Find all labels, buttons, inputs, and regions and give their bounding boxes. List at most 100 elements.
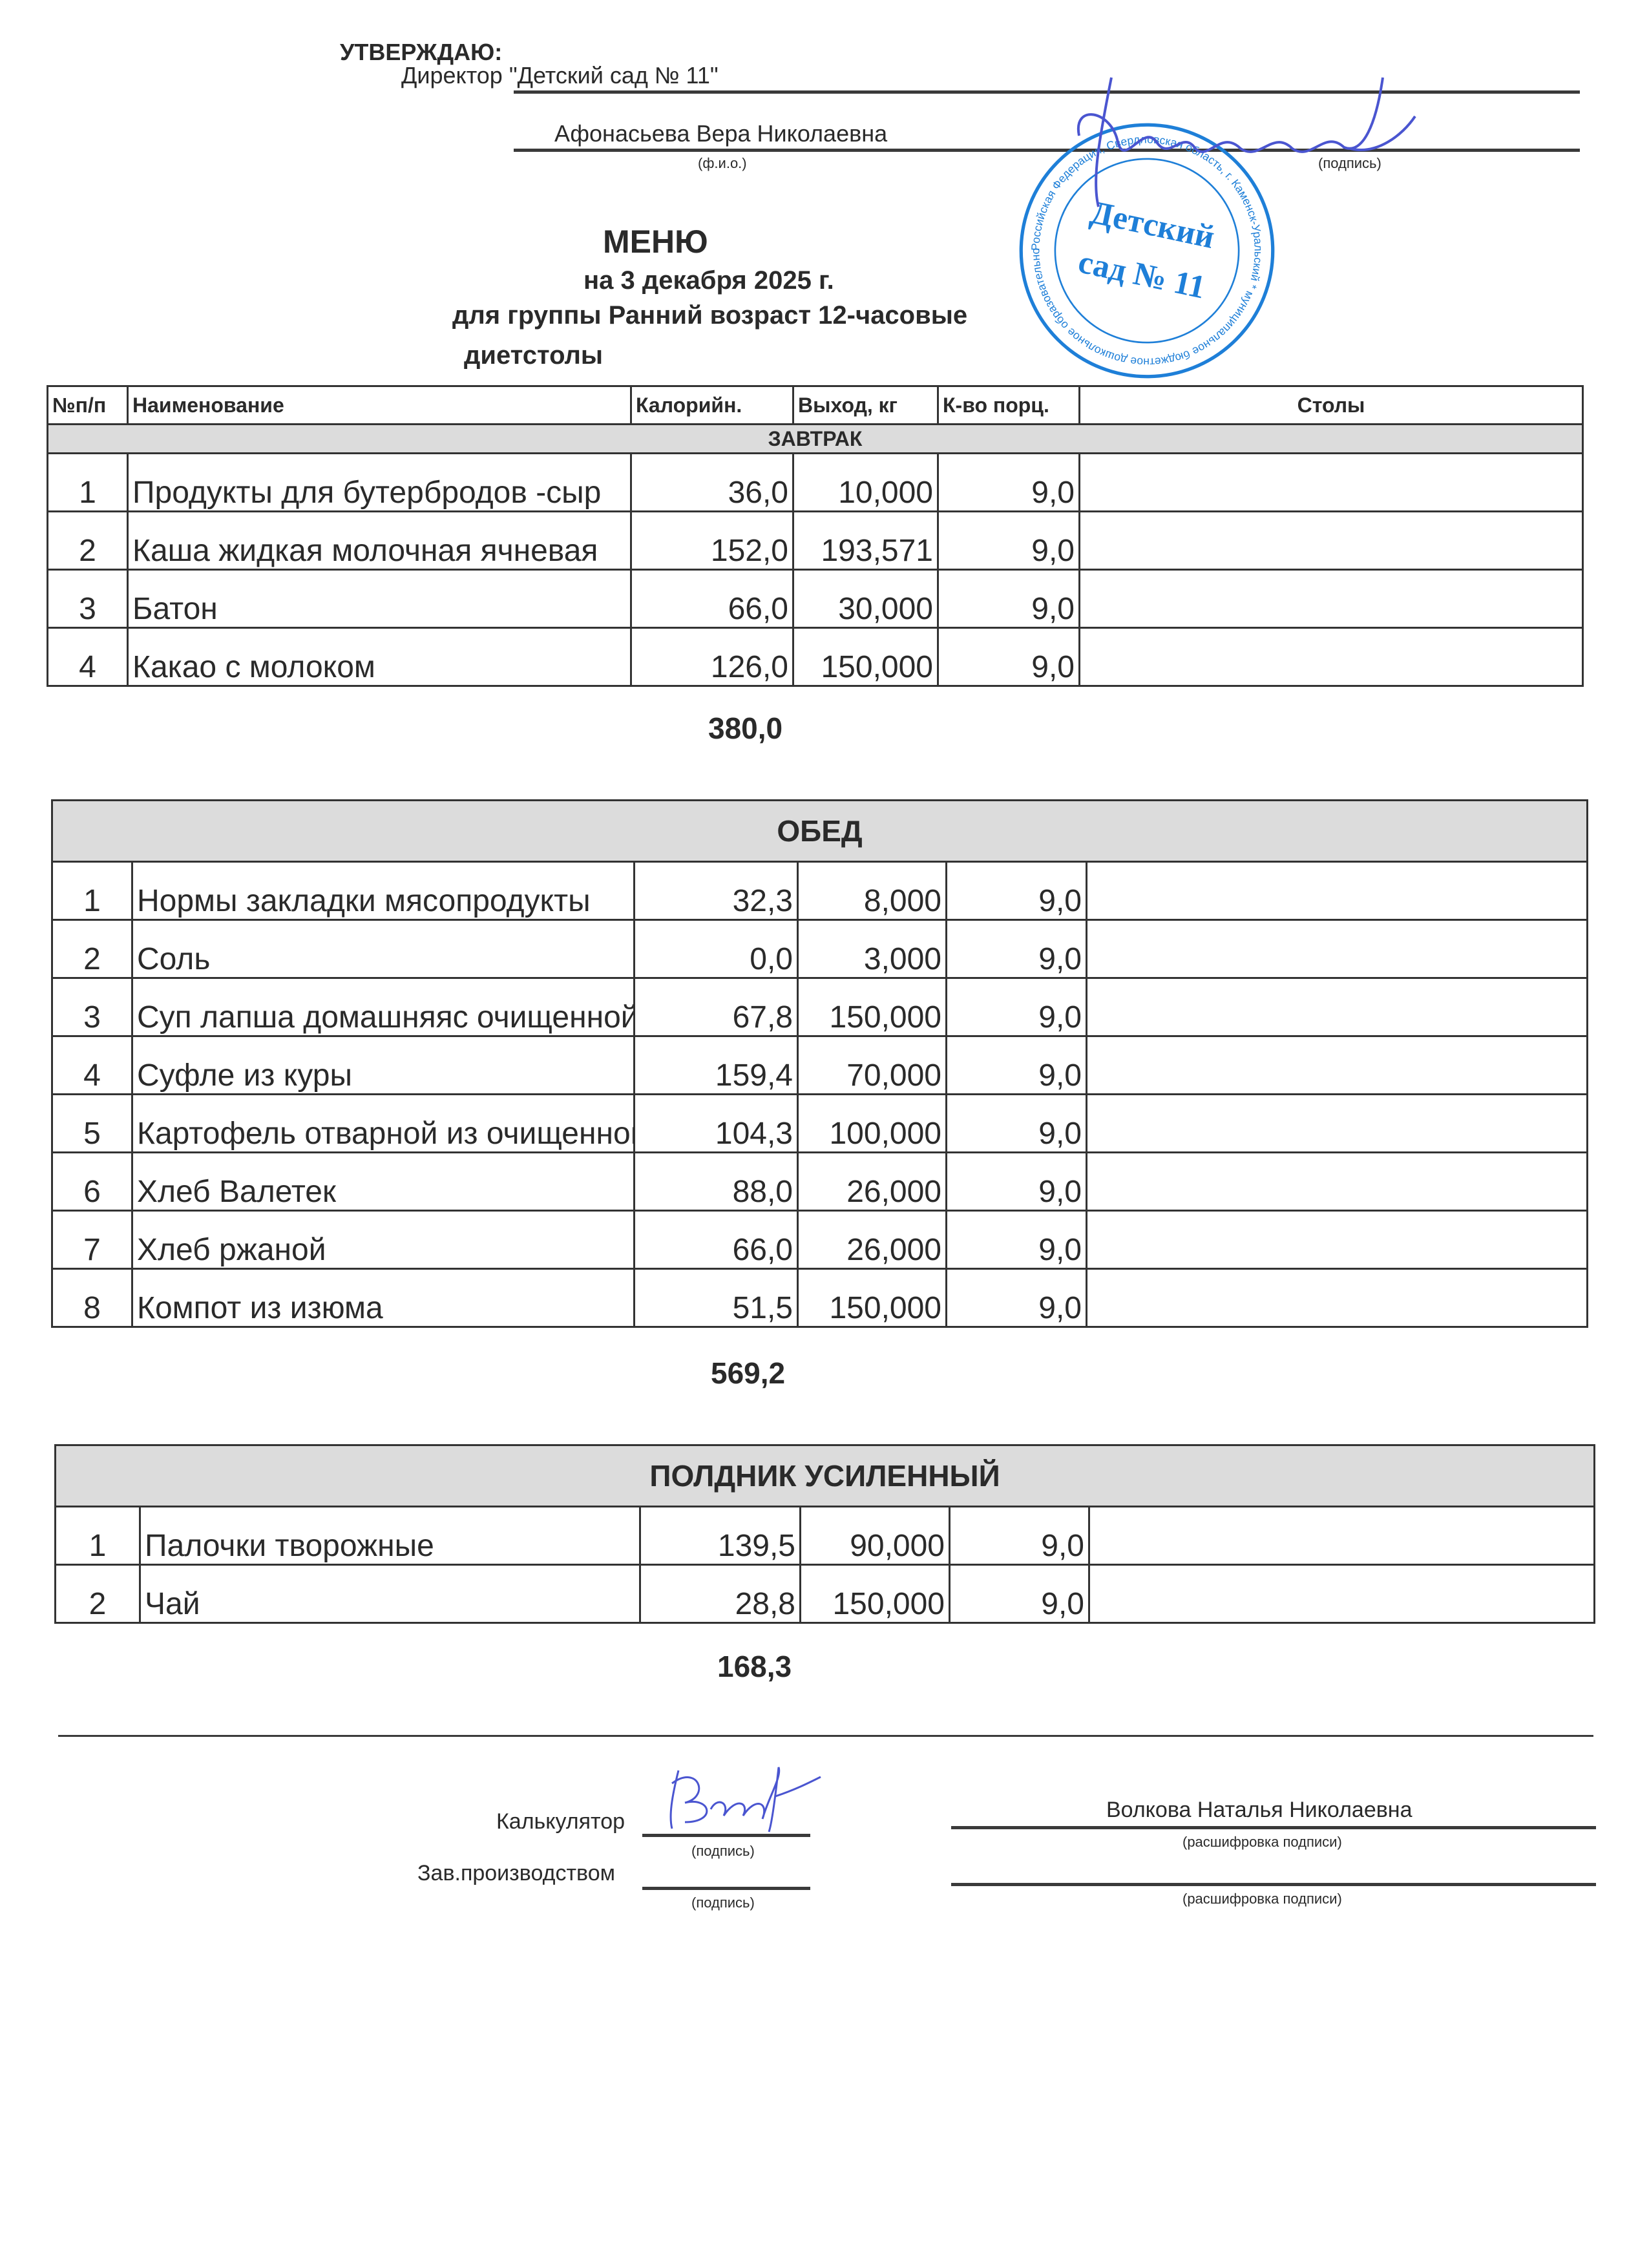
table-row: 8 Компот из изюма 51,5 150,000 9,0 bbox=[51, 1268, 1589, 1328]
col-tables bbox=[1085, 1035, 1589, 1095]
col-tables bbox=[1078, 452, 1584, 512]
header-col-number: №п/п bbox=[47, 385, 129, 425]
director-line bbox=[514, 90, 1580, 94]
col-calories: 51,5 bbox=[633, 1268, 799, 1328]
col-yield: 3,000 bbox=[797, 919, 947, 979]
col-portions: 9,0 bbox=[945, 1151, 1087, 1212]
header-col-calories: Калорийн. bbox=[630, 385, 794, 425]
col-tables bbox=[1078, 569, 1584, 629]
lunch-table: ОБЕД 1 Нормы закладки мясопродукты 32,3 8,00… bbox=[50, 799, 1589, 1328]
col-name: Суп лапша домашняяс очищенной bbox=[131, 977, 635, 1037]
col-calories: 139,5 bbox=[639, 1506, 801, 1566]
section-header-row: ЗАВТРАК bbox=[47, 423, 1584, 454]
col-calories: 0,0 bbox=[633, 919, 799, 979]
col-tables bbox=[1085, 1210, 1589, 1270]
col-yield: 150,000 bbox=[797, 977, 947, 1037]
breakfast-total: 380,0 bbox=[708, 711, 783, 745]
director-signature bbox=[1077, 77, 1416, 207]
table-row: 3 Суп лапша домашняяс очищенной 67,8 150,00… bbox=[51, 977, 1589, 1037]
section-header-row: ПОЛДНИК УСИЛЕННЫЙ bbox=[54, 1444, 1596, 1507]
table-row: 5 Картофель отварной из очищенного 104,3 10… bbox=[51, 1093, 1589, 1153]
col-yield: 150,000 bbox=[792, 627, 939, 687]
col-yield: 150,000 bbox=[797, 1268, 947, 1328]
director-label: Директор "Детский сад № 11" bbox=[401, 62, 719, 89]
col-portions: 9,0 bbox=[945, 1093, 1087, 1153]
col-portions: 9,0 bbox=[945, 1035, 1087, 1095]
col-portions: 9,0 bbox=[949, 1506, 1090, 1566]
header-col-name: Наименование bbox=[127, 385, 632, 425]
col-yield: 30,000 bbox=[792, 569, 939, 629]
section-title: ОБЕД bbox=[50, 799, 1589, 863]
col-yield: 150,000 bbox=[799, 1564, 951, 1624]
menu-group: для группы Ранний возраст 12-часовые bbox=[452, 301, 968, 330]
table-row: 2 Соль 0,0 3,000 9,0 bbox=[51, 919, 1589, 979]
col-yield: 70,000 bbox=[797, 1035, 947, 1095]
director-name: Афонасьева Вера Николаевна bbox=[554, 120, 888, 147]
production-name-line bbox=[951, 1883, 1596, 1886]
stamp: Российская Федерация, Свердловская облас… bbox=[1018, 121, 1275, 379]
menu-group-2: диетстолы bbox=[464, 341, 604, 370]
menu-title: МЕНЮ bbox=[603, 224, 708, 260]
col-tables bbox=[1085, 1151, 1589, 1212]
col-portions: 9,0 bbox=[945, 1268, 1087, 1328]
snack-table: ПОЛДНИК УСИЛЕННЫЙ 1 Палочки творожные 139,5… bbox=[54, 1444, 1596, 1624]
col-number: 6 bbox=[51, 1151, 133, 1212]
col-tables bbox=[1078, 627, 1584, 687]
col-name: Хлеб ржаной bbox=[131, 1210, 635, 1270]
table-row: 3 Батон 66,0 30,000 9,0 bbox=[47, 569, 1584, 629]
col-tables bbox=[1087, 1564, 1596, 1624]
fio-caption: (ф.и.о.) bbox=[698, 155, 747, 171]
col-yield: 8,000 bbox=[797, 861, 947, 921]
table-row: 2 Каша жидкая молочная ячневая 152,0 193,57… bbox=[47, 510, 1584, 571]
col-name: Соль bbox=[131, 919, 635, 979]
calculator-signature-caption: (подпись) bbox=[691, 1843, 755, 1859]
col-tables bbox=[1085, 1268, 1589, 1328]
section-title: ЗАВТРАК bbox=[47, 423, 1584, 454]
col-yield: 100,000 bbox=[797, 1093, 947, 1153]
col-calories: 152,0 bbox=[630, 510, 794, 571]
col-number: 2 bbox=[51, 919, 133, 979]
col-name: Каша жидкая молочная ячневая bbox=[127, 510, 632, 571]
col-tables bbox=[1085, 1093, 1589, 1153]
col-name: Картофель отварной из очищенного bbox=[131, 1093, 635, 1153]
table-row: 7 Хлеб ржаной 66,0 26,000 9,0 bbox=[51, 1210, 1589, 1270]
col-number: 1 bbox=[51, 861, 133, 921]
col-portions: 9,0 bbox=[945, 977, 1087, 1037]
breakfast-table: №п/п Наименование Калорийн. Выход, кг К-во п… bbox=[47, 385, 1584, 687]
col-portions: 9,0 bbox=[937, 452, 1080, 512]
table-header-row: №п/п Наименование Калорийн. Выход, кг К-во п… bbox=[47, 385, 1584, 425]
lunch-total: 569,2 bbox=[711, 1356, 786, 1390]
col-number: 7 bbox=[51, 1210, 133, 1270]
header-col-tables: Столы bbox=[1078, 385, 1584, 425]
section-header-row: ОБЕД bbox=[50, 799, 1589, 863]
col-yield: 26,000 bbox=[797, 1210, 947, 1270]
col-tables bbox=[1078, 510, 1584, 571]
col-number: 1 bbox=[54, 1506, 141, 1566]
col-tables bbox=[1085, 919, 1589, 979]
col-calories: 67,8 bbox=[633, 977, 799, 1037]
calculator-name-line bbox=[951, 1826, 1596, 1829]
name-line bbox=[514, 149, 1580, 152]
header-col-yield: Выход, кг bbox=[792, 385, 939, 425]
col-name: Суфле из куры bbox=[131, 1035, 635, 1095]
calculator-decode-caption: (расшифровка подписи) bbox=[1182, 1834, 1342, 1850]
production-label: Зав.производством bbox=[417, 1861, 615, 1885]
col-yield: 10,000 bbox=[792, 452, 939, 512]
col-name: Чай bbox=[139, 1564, 641, 1624]
col-yield: 26,000 bbox=[797, 1151, 947, 1212]
col-tables bbox=[1087, 1506, 1596, 1566]
col-portions: 9,0 bbox=[945, 861, 1087, 921]
table-row: 2 Чай 28,8 150,000 9,0 bbox=[54, 1564, 1596, 1624]
col-yield: 90,000 bbox=[799, 1506, 951, 1566]
footer-divider bbox=[58, 1735, 1593, 1737]
col-name: Продукты для бутербродов -сыр bbox=[127, 452, 632, 512]
section-title: ПОЛДНИК УСИЛЕННЫЙ bbox=[54, 1444, 1596, 1507]
col-calories: 88,0 bbox=[633, 1151, 799, 1212]
col-number: 1 bbox=[47, 452, 129, 512]
col-number: 8 bbox=[51, 1268, 133, 1328]
col-portions: 9,0 bbox=[945, 1210, 1087, 1270]
col-portions: 9,0 bbox=[937, 510, 1080, 571]
calculator-signature bbox=[669, 1767, 821, 1832]
col-calories: 36,0 bbox=[630, 452, 794, 512]
col-calories: 28,8 bbox=[639, 1564, 801, 1624]
